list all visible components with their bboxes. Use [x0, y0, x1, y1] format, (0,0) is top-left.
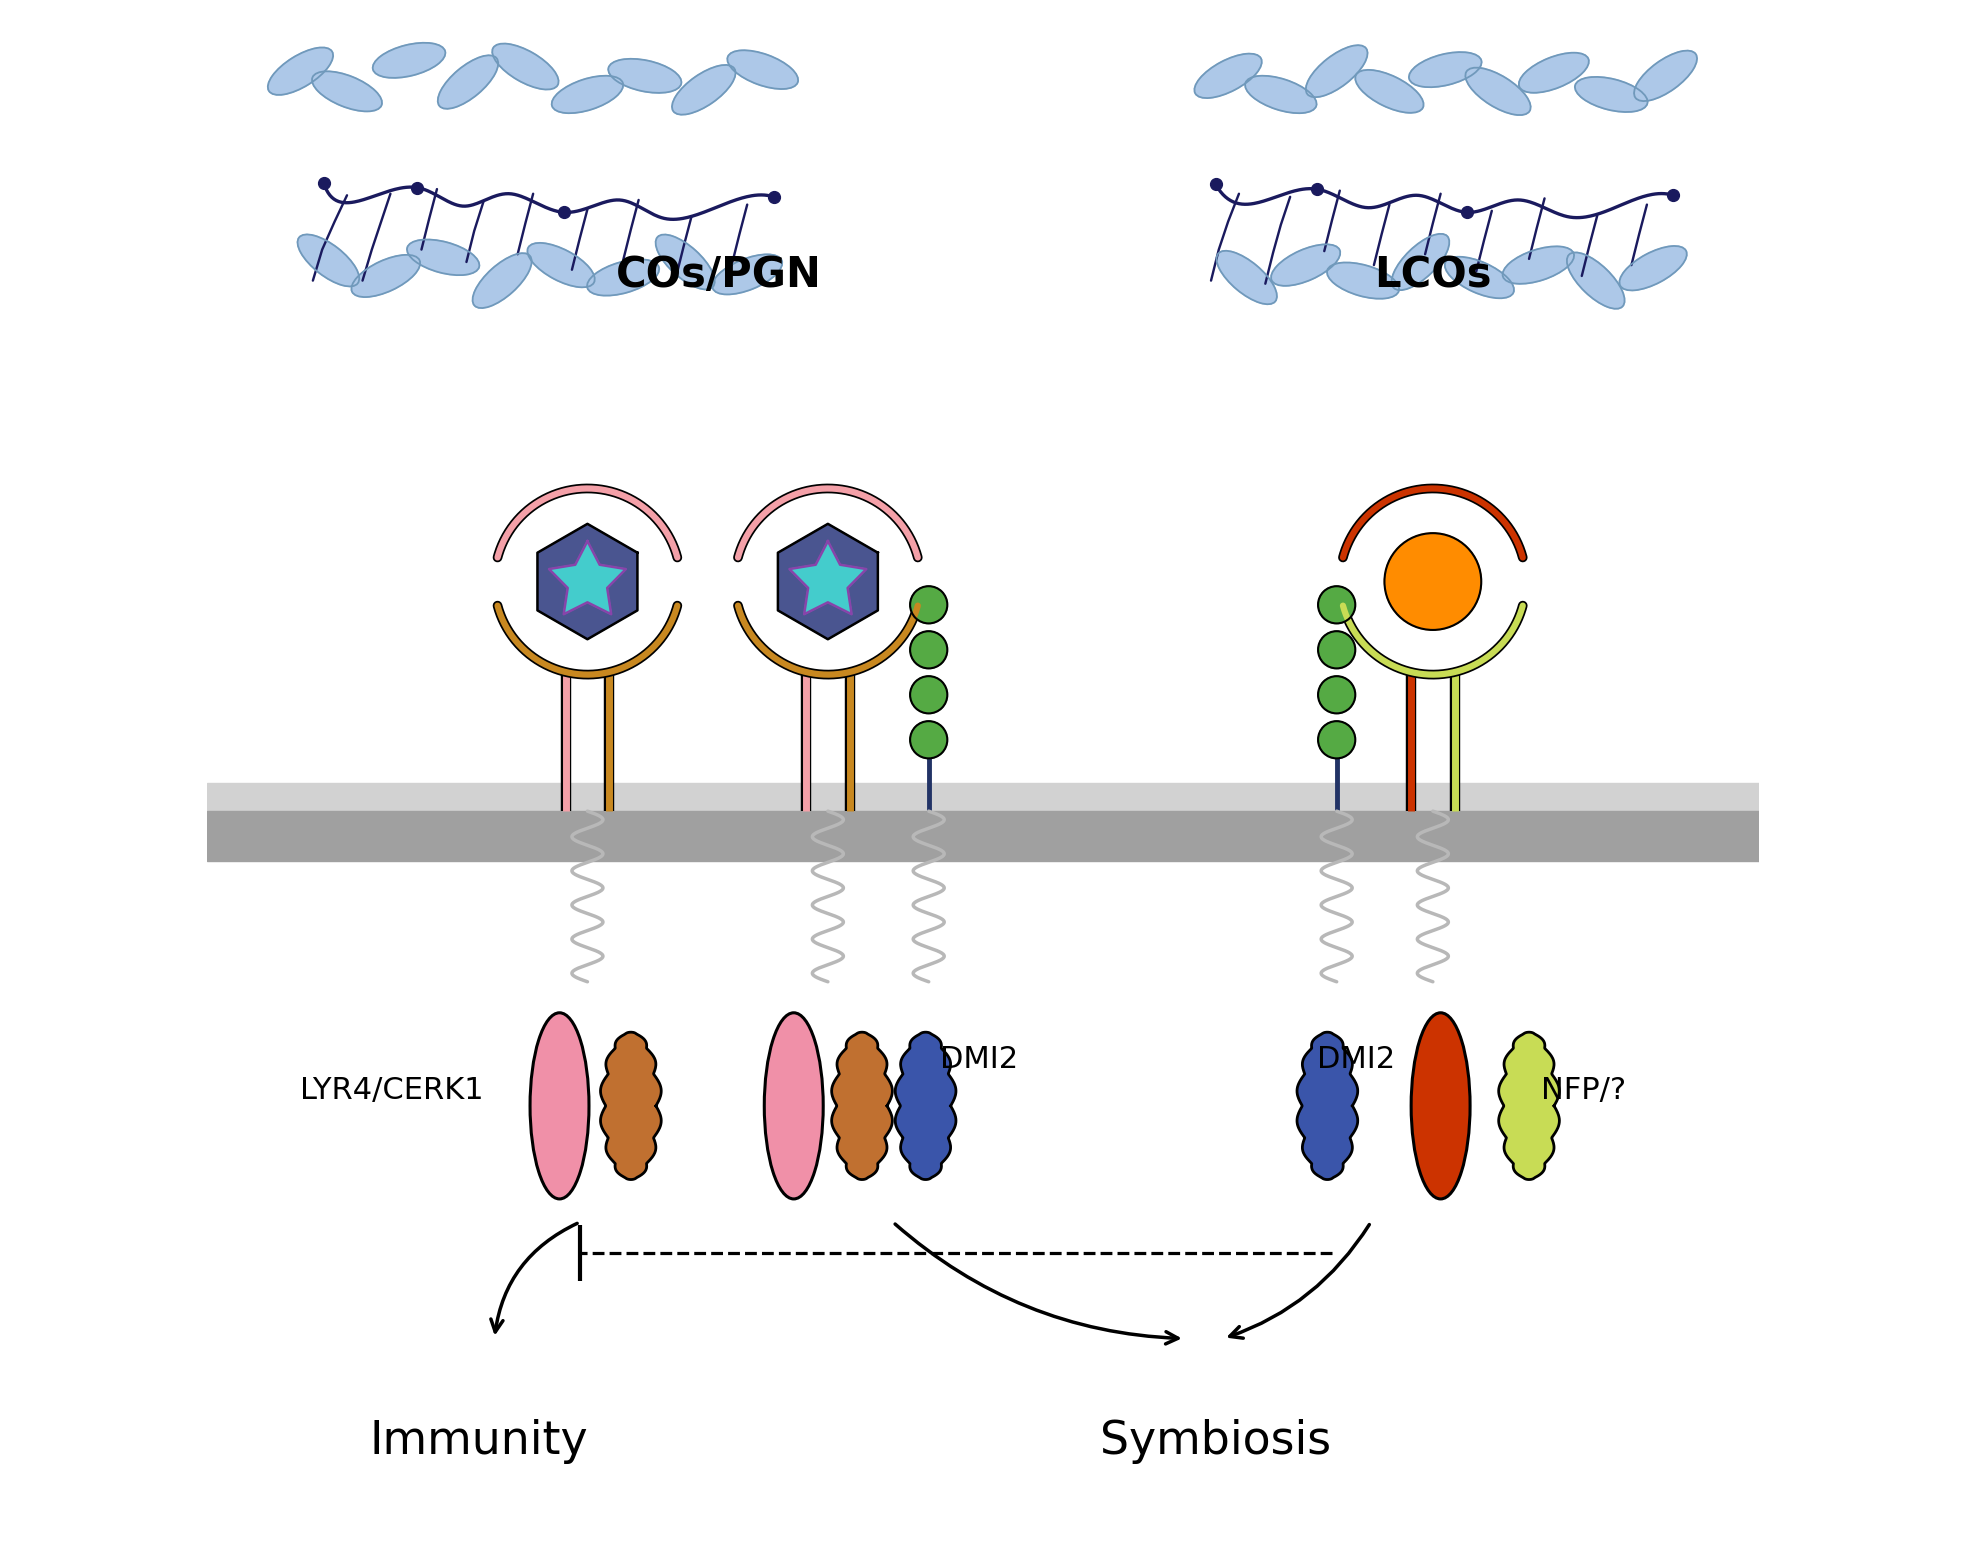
Ellipse shape	[1355, 70, 1423, 113]
Ellipse shape	[588, 260, 659, 295]
Ellipse shape	[1575, 76, 1648, 112]
Ellipse shape	[1634, 51, 1697, 101]
Text: NFP/?: NFP/?	[1541, 1075, 1626, 1105]
Ellipse shape	[1465, 68, 1532, 115]
Ellipse shape	[712, 255, 782, 294]
Ellipse shape	[1520, 53, 1589, 93]
Ellipse shape	[607, 59, 682, 93]
Ellipse shape	[672, 65, 735, 115]
Ellipse shape	[267, 48, 332, 95]
Circle shape	[1317, 586, 1355, 623]
Ellipse shape	[727, 50, 798, 89]
Polygon shape	[537, 524, 637, 639]
Ellipse shape	[1567, 252, 1624, 309]
Ellipse shape	[1272, 244, 1341, 286]
Polygon shape	[1498, 1032, 1559, 1179]
Circle shape	[735, 488, 920, 674]
Ellipse shape	[1620, 246, 1687, 291]
Ellipse shape	[1392, 233, 1449, 291]
Polygon shape	[832, 1032, 893, 1179]
Circle shape	[1317, 721, 1355, 758]
Circle shape	[910, 631, 948, 668]
Ellipse shape	[407, 239, 480, 275]
Circle shape	[1339, 488, 1526, 674]
FancyArrowPatch shape	[492, 1223, 578, 1332]
Ellipse shape	[1217, 250, 1278, 305]
Circle shape	[1384, 533, 1480, 629]
FancyArrowPatch shape	[895, 1225, 1178, 1344]
Bar	[206, 811, 1760, 861]
Text: Symbiosis: Symbiosis	[1101, 1419, 1331, 1464]
Text: Immunity: Immunity	[370, 1419, 588, 1464]
Ellipse shape	[1502, 247, 1575, 284]
Ellipse shape	[1412, 1013, 1471, 1200]
Ellipse shape	[527, 242, 596, 287]
Circle shape	[1317, 676, 1355, 713]
Ellipse shape	[1327, 263, 1400, 298]
Text: DMI2: DMI2	[940, 1044, 1018, 1074]
Ellipse shape	[655, 235, 716, 289]
FancyArrowPatch shape	[1231, 1225, 1370, 1338]
Circle shape	[493, 488, 680, 674]
Text: COs/PGN: COs/PGN	[617, 255, 822, 297]
Ellipse shape	[1195, 54, 1262, 98]
Ellipse shape	[472, 253, 531, 308]
Text: LCOs: LCOs	[1374, 255, 1492, 297]
Ellipse shape	[765, 1013, 824, 1200]
Ellipse shape	[492, 44, 558, 90]
Ellipse shape	[374, 44, 446, 78]
Circle shape	[910, 586, 948, 623]
Ellipse shape	[1244, 76, 1317, 113]
Polygon shape	[1298, 1032, 1359, 1179]
Polygon shape	[790, 541, 867, 614]
Circle shape	[1317, 631, 1355, 668]
Ellipse shape	[352, 255, 421, 297]
Polygon shape	[779, 524, 879, 639]
Circle shape	[910, 721, 948, 758]
Bar	[206, 783, 1760, 811]
Ellipse shape	[531, 1013, 590, 1200]
Polygon shape	[895, 1032, 955, 1179]
Ellipse shape	[313, 71, 381, 112]
Ellipse shape	[1305, 45, 1368, 98]
Ellipse shape	[1445, 256, 1514, 298]
Polygon shape	[549, 541, 625, 614]
Ellipse shape	[297, 235, 360, 286]
Text: DMI2: DMI2	[1317, 1044, 1394, 1074]
Text: LYR4/CERK1: LYR4/CERK1	[301, 1075, 484, 1105]
Circle shape	[910, 676, 948, 713]
Polygon shape	[600, 1032, 661, 1179]
Ellipse shape	[1410, 53, 1482, 87]
Ellipse shape	[438, 56, 497, 109]
Ellipse shape	[552, 76, 623, 113]
